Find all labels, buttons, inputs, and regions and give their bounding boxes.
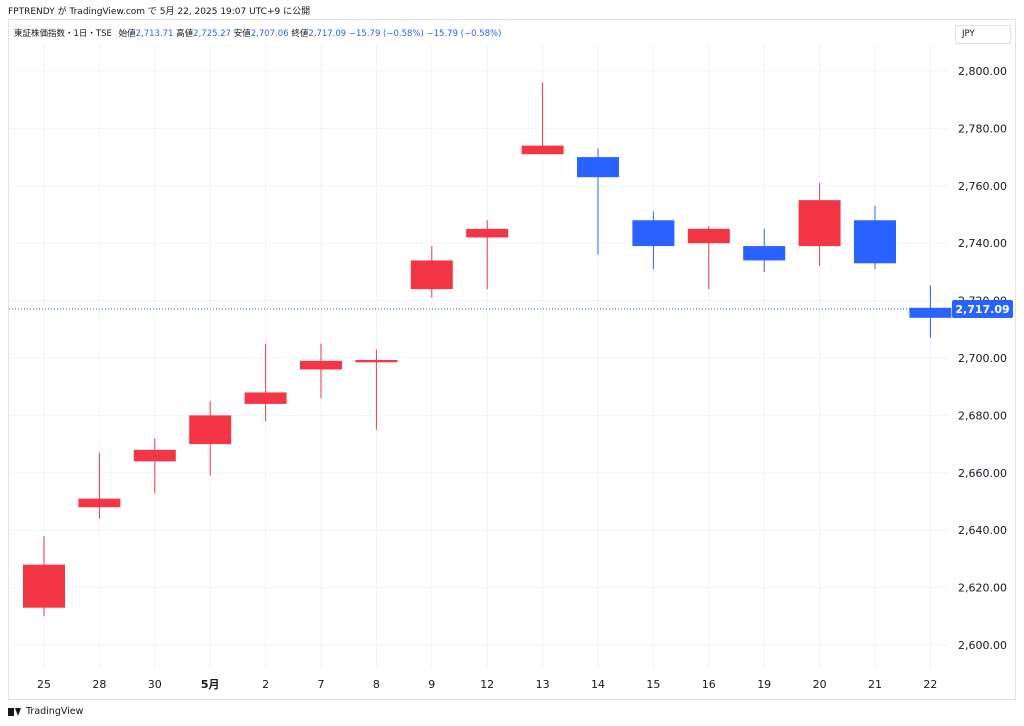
x-tick-label: 28 bbox=[92, 678, 106, 691]
chart-frame bbox=[8, 19, 1016, 700]
high-label: 高値 bbox=[176, 29, 194, 39]
y-tick-label: 2,800.00 bbox=[958, 65, 1007, 78]
candle-body bbox=[466, 228, 509, 238]
candle-body bbox=[521, 145, 564, 155]
low-value: 2,707.06 bbox=[250, 29, 289, 39]
candle-body bbox=[300, 360, 342, 370]
change-value-secondary: −15.79 (−0.58%) bbox=[426, 29, 502, 39]
last-price-label: 2,717.09 bbox=[955, 303, 1009, 316]
symbol-label[interactable]: 東証株価指数・1日・TSE bbox=[14, 29, 112, 39]
brand-label: TradingView bbox=[26, 706, 84, 717]
candle-body bbox=[577, 157, 619, 178]
open-label: 始値 bbox=[118, 29, 136, 39]
x-tick-label: 19 bbox=[757, 678, 771, 691]
change-value: −15.79 (−0.58%) bbox=[348, 29, 424, 39]
x-tick-label: 12 bbox=[480, 678, 494, 691]
ohlc-legend: 東証株価指数・1日・TSE 始値2,713.71 高値2,725.27 安値2,… bbox=[14, 27, 501, 39]
x-tick-label: 5月 bbox=[201, 678, 220, 691]
x-tick-label: 21 bbox=[868, 678, 882, 691]
x-tick-label: 16 bbox=[702, 678, 716, 691]
x-tick-label: 15 bbox=[646, 678, 660, 691]
candle-body bbox=[133, 449, 176, 462]
x-tick-label: 2 bbox=[262, 678, 269, 691]
y-tick-label: 2,780.00 bbox=[958, 122, 1007, 135]
x-tick-label: 14 bbox=[591, 678, 605, 691]
low-label: 安値 bbox=[233, 29, 251, 39]
high-value: 2,725.27 bbox=[193, 29, 232, 39]
y-tick-label: 2,740.00 bbox=[958, 237, 1007, 250]
x-tick-label: 8 bbox=[373, 678, 380, 691]
candle-body bbox=[244, 392, 287, 404]
candle-body bbox=[410, 260, 453, 290]
open-value: 2,713.71 bbox=[135, 29, 174, 39]
y-tick-label: 2,640.00 bbox=[958, 524, 1007, 537]
candle-body bbox=[854, 220, 896, 264]
y-tick-label: 2,700.00 bbox=[958, 352, 1007, 365]
currency-badge[interactable]: JPY bbox=[955, 25, 1011, 44]
x-tick-label: 9 bbox=[428, 678, 435, 691]
candle-body bbox=[23, 564, 65, 608]
x-tick-label: 7 bbox=[318, 678, 325, 691]
last-price-tag bbox=[952, 299, 1013, 318]
candle-body bbox=[355, 360, 398, 363]
y-tick-label: 2,760.00 bbox=[958, 180, 1007, 193]
x-tick-label: 13 bbox=[536, 678, 550, 691]
y-tick-label: 2,600.00 bbox=[958, 639, 1007, 652]
candle-body bbox=[687, 228, 730, 244]
published-info: FPTRENDY が TradingView.com で 5月 22, 2025… bbox=[8, 7, 311, 17]
candle-body bbox=[909, 307, 952, 318]
candle-body bbox=[189, 415, 232, 445]
y-tick-label: 2,660.00 bbox=[958, 467, 1007, 480]
y-tick-label: 2,680.00 bbox=[958, 409, 1007, 422]
candle-body bbox=[632, 220, 675, 247]
x-tick-label: 25 bbox=[37, 678, 51, 691]
close-value: 2,717.09 bbox=[308, 29, 347, 39]
x-tick-label: 30 bbox=[148, 678, 162, 691]
footer-brand[interactable]: TradingView bbox=[8, 706, 83, 717]
candle-body bbox=[78, 498, 121, 508]
candle-body bbox=[743, 246, 786, 261]
x-tick-label: 20 bbox=[813, 678, 827, 691]
close-label: 終値 bbox=[291, 29, 309, 39]
y-tick-label: 2,620.00 bbox=[958, 582, 1007, 595]
tradingview-logo-icon bbox=[8, 707, 22, 716]
candle-body bbox=[798, 200, 841, 247]
x-tick-label: 22 bbox=[923, 678, 937, 691]
